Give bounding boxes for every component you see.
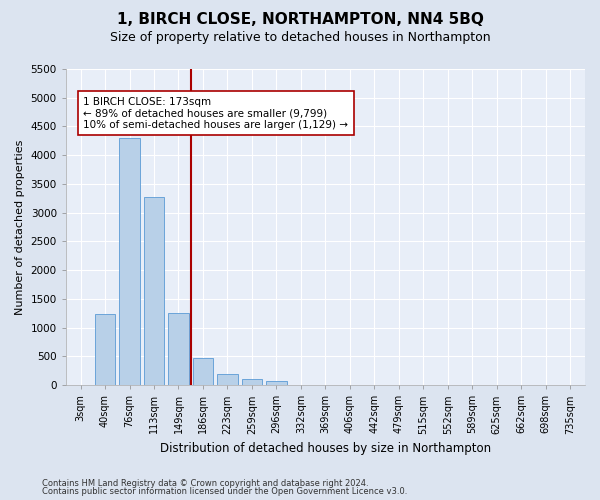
Bar [193, 358, 214, 385]
Text: Contains public sector information licensed under the Open Government Licence v3: Contains public sector information licen… [42, 487, 407, 496]
Text: 1 BIRCH CLOSE: 173sqm
← 89% of detached houses are smaller (9,799)
10% of semi-d: 1 BIRCH CLOSE: 173sqm ← 89% of detached … [83, 96, 349, 130]
Bar [168, 312, 189, 385]
X-axis label: Distribution of detached houses by size in Northampton: Distribution of detached houses by size … [160, 442, 491, 455]
Y-axis label: Number of detached properties: Number of detached properties [15, 140, 25, 315]
Text: Size of property relative to detached houses in Northampton: Size of property relative to detached ho… [110, 31, 490, 44]
Bar [217, 374, 238, 385]
Bar [266, 381, 287, 385]
Text: 1, BIRCH CLOSE, NORTHAMPTON, NN4 5BQ: 1, BIRCH CLOSE, NORTHAMPTON, NN4 5BQ [116, 12, 484, 28]
Bar [119, 138, 140, 385]
Text: Contains HM Land Registry data © Crown copyright and database right 2024.: Contains HM Land Registry data © Crown c… [42, 478, 368, 488]
Bar [242, 380, 262, 385]
Bar [143, 196, 164, 385]
Bar [95, 314, 115, 385]
